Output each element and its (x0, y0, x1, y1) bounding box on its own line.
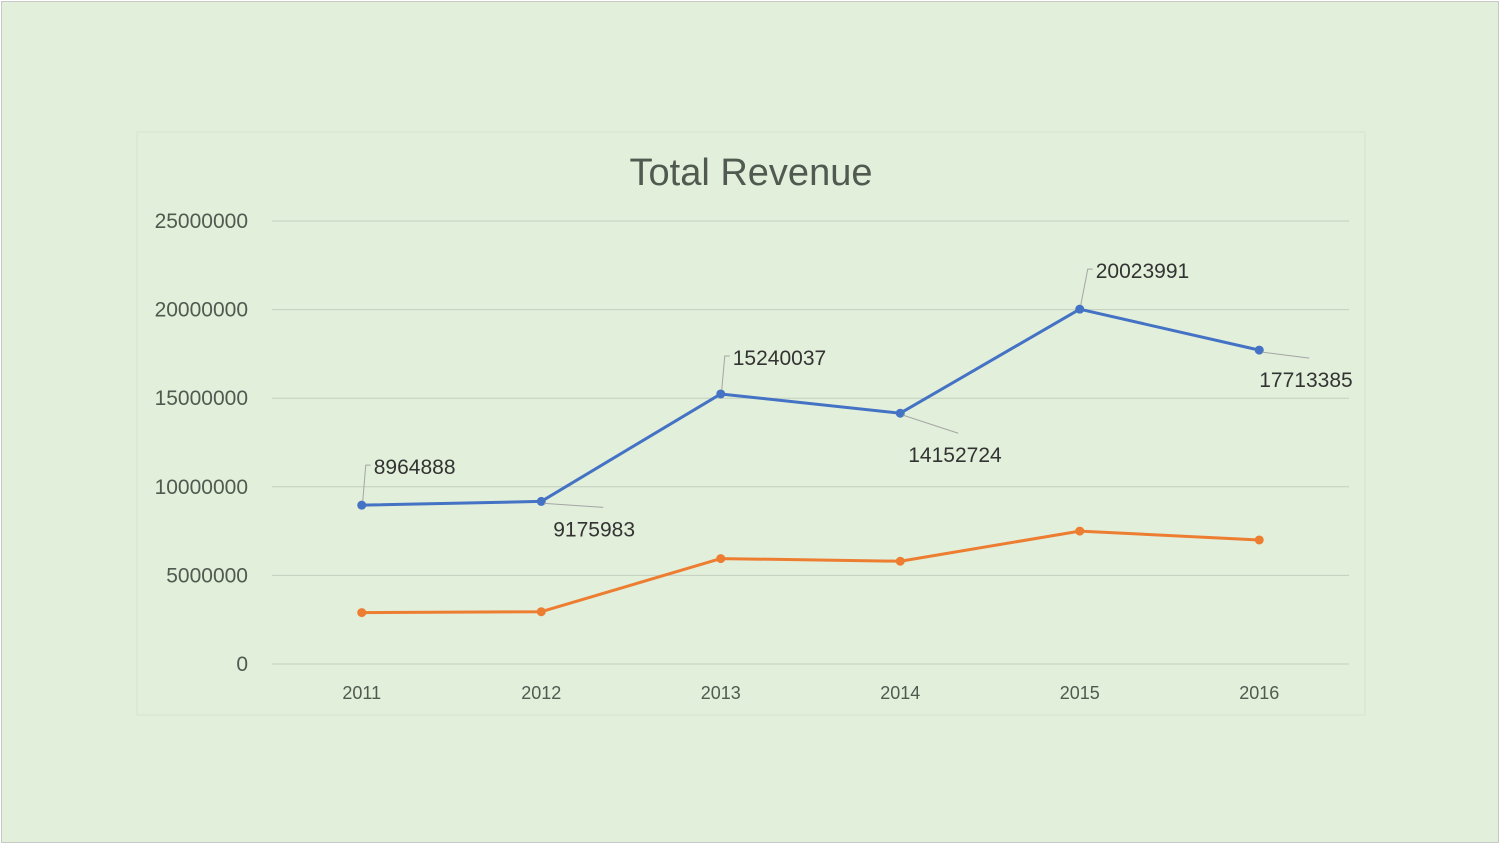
y-tick-label: 10000000 (155, 476, 248, 499)
data-point (357, 608, 367, 618)
x-tick-label: 2013 (701, 683, 741, 703)
data-point (1254, 345, 1264, 355)
data-label-leaders (362, 268, 1310, 508)
data-label-leader (1080, 268, 1093, 306)
data-point (895, 556, 905, 566)
data-label-leader (362, 464, 371, 502)
x-tick-label: 2012 (521, 683, 561, 703)
y-tick-label: 20000000 (155, 299, 248, 322)
y-tick-label: 25000000 (155, 210, 248, 233)
data-point (716, 389, 726, 399)
y-axis-ticks: 0 5000000 10000000 15000000 20000000 25000000 (155, 210, 248, 676)
data-point (1075, 526, 1085, 536)
data-label: 14152724 (908, 444, 1002, 467)
data-labels: 8964888 9175983 15240037 14152724 20023991 17… (374, 260, 1353, 541)
series-lines (357, 304, 1264, 618)
x-tick-label: 2015 (1060, 683, 1100, 703)
x-tick-label: 2014 (880, 683, 920, 703)
data-point (536, 496, 546, 506)
data-label-leader (544, 502, 604, 508)
y-tick-label: 15000000 (155, 387, 248, 410)
data-point (357, 500, 367, 510)
chart-area (136, 131, 1366, 716)
data-point (716, 554, 726, 564)
data-point (1254, 535, 1264, 545)
data-label: 17713385 (1259, 369, 1352, 392)
data-label-leader (721, 355, 730, 390)
data-label: 8964888 (374, 456, 456, 479)
data-label-leader (1262, 351, 1310, 359)
x-tick-label: 2011 (342, 683, 381, 703)
x-tick-label: 2016 (1239, 683, 1279, 703)
data-point (536, 607, 546, 617)
x-axis-ticks: 2011 2012 2013 2014 2015 2016 (342, 683, 1279, 703)
data-label: 20023991 (1096, 260, 1189, 283)
series-line-0 (360, 307, 1261, 507)
data-label: 15240037 (733, 347, 826, 370)
y-tick-label: 5000000 (166, 564, 248, 587)
y-tick-label: 0 (236, 653, 248, 676)
data-point (895, 408, 905, 418)
data-label-leader (903, 414, 959, 434)
gridlines (272, 220, 1349, 665)
chart-title: Total Revenue (630, 152, 873, 194)
series-line-1 (360, 529, 1261, 615)
data-label: 9175983 (553, 518, 635, 541)
data-point (1075, 304, 1085, 314)
